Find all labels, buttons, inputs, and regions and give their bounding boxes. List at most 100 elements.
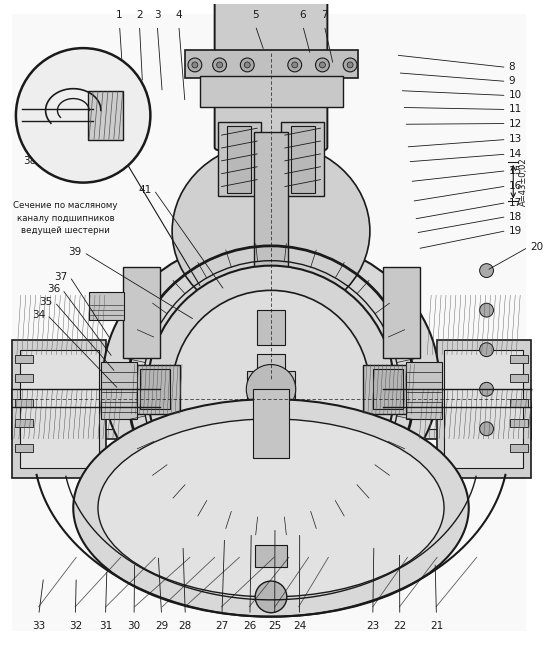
FancyBboxPatch shape xyxy=(12,340,106,478)
FancyBboxPatch shape xyxy=(510,444,528,452)
FancyBboxPatch shape xyxy=(15,419,33,427)
Circle shape xyxy=(255,581,287,613)
Text: 34: 34 xyxy=(32,310,45,320)
Circle shape xyxy=(480,264,493,277)
FancyBboxPatch shape xyxy=(15,444,33,452)
Circle shape xyxy=(288,58,301,72)
Text: 7: 7 xyxy=(321,10,328,19)
FancyBboxPatch shape xyxy=(254,132,288,330)
FancyBboxPatch shape xyxy=(227,126,251,194)
Text: 32: 32 xyxy=(69,621,82,631)
Text: 37: 37 xyxy=(54,272,68,282)
FancyBboxPatch shape xyxy=(217,123,261,197)
Circle shape xyxy=(343,58,357,72)
Text: 12: 12 xyxy=(508,119,522,128)
FancyBboxPatch shape xyxy=(247,372,295,407)
Text: 38: 38 xyxy=(23,155,37,166)
FancyBboxPatch shape xyxy=(363,364,413,414)
FancyBboxPatch shape xyxy=(141,370,170,409)
FancyBboxPatch shape xyxy=(281,123,324,197)
Text: 24: 24 xyxy=(293,621,306,631)
FancyBboxPatch shape xyxy=(257,310,285,344)
FancyBboxPatch shape xyxy=(291,126,314,194)
FancyBboxPatch shape xyxy=(15,399,33,407)
Text: 13: 13 xyxy=(508,134,522,144)
FancyBboxPatch shape xyxy=(123,266,160,357)
FancyBboxPatch shape xyxy=(12,389,120,439)
Text: 2: 2 xyxy=(136,10,143,19)
Text: 26: 26 xyxy=(243,621,257,631)
FancyBboxPatch shape xyxy=(510,355,528,362)
Text: 5: 5 xyxy=(252,10,259,19)
Text: 21: 21 xyxy=(430,621,443,631)
FancyBboxPatch shape xyxy=(215,0,328,150)
Circle shape xyxy=(192,62,198,68)
Text: 33: 33 xyxy=(32,621,45,631)
FancyBboxPatch shape xyxy=(373,370,403,409)
Text: 11: 11 xyxy=(508,104,522,115)
Circle shape xyxy=(480,382,493,396)
FancyBboxPatch shape xyxy=(444,350,523,468)
FancyBboxPatch shape xyxy=(88,91,123,140)
FancyBboxPatch shape xyxy=(422,399,526,429)
Text: 3: 3 xyxy=(154,10,161,19)
Text: 9: 9 xyxy=(508,76,515,86)
Ellipse shape xyxy=(73,399,469,617)
FancyBboxPatch shape xyxy=(510,419,528,427)
FancyBboxPatch shape xyxy=(20,350,99,468)
FancyBboxPatch shape xyxy=(407,362,442,419)
Text: 20: 20 xyxy=(530,243,543,252)
Text: 6: 6 xyxy=(299,10,306,19)
Text: 35: 35 xyxy=(39,297,53,307)
Text: 8: 8 xyxy=(508,63,515,72)
FancyBboxPatch shape xyxy=(257,353,285,429)
Text: 36: 36 xyxy=(47,284,60,294)
FancyBboxPatch shape xyxy=(383,266,420,357)
Circle shape xyxy=(480,422,493,436)
Text: 16: 16 xyxy=(508,181,522,191)
Circle shape xyxy=(292,62,298,68)
Circle shape xyxy=(213,58,227,72)
Text: 17: 17 xyxy=(508,197,522,208)
Circle shape xyxy=(240,58,254,72)
Text: 27: 27 xyxy=(215,621,228,631)
Circle shape xyxy=(244,62,250,68)
FancyBboxPatch shape xyxy=(255,546,287,567)
FancyBboxPatch shape xyxy=(417,389,531,439)
FancyBboxPatch shape xyxy=(101,362,137,419)
Circle shape xyxy=(172,290,370,488)
FancyBboxPatch shape xyxy=(12,14,526,631)
Text: Сечение по масляному
каналу подшипников
ведущей шестерни: Сечение по масляному каналу подшипников … xyxy=(14,201,118,235)
Circle shape xyxy=(246,364,296,414)
FancyBboxPatch shape xyxy=(131,364,180,414)
Circle shape xyxy=(216,62,222,68)
Text: 31: 31 xyxy=(99,621,112,631)
Ellipse shape xyxy=(98,419,444,597)
FancyBboxPatch shape xyxy=(15,374,33,382)
FancyBboxPatch shape xyxy=(17,399,116,429)
Text: 23: 23 xyxy=(366,621,379,631)
Text: 18: 18 xyxy=(508,212,522,222)
Text: 10: 10 xyxy=(508,90,522,101)
Circle shape xyxy=(480,342,493,357)
Circle shape xyxy=(347,62,353,68)
Text: 15: 15 xyxy=(508,166,522,175)
Circle shape xyxy=(147,266,395,513)
Text: 30: 30 xyxy=(128,621,141,631)
Text: 19: 19 xyxy=(508,226,522,235)
Circle shape xyxy=(316,58,329,72)
Text: 41: 41 xyxy=(138,185,152,195)
Text: 40: 40 xyxy=(97,155,110,166)
FancyBboxPatch shape xyxy=(185,50,358,78)
FancyBboxPatch shape xyxy=(200,76,343,108)
Text: A=43±0,02: A=43±0,02 xyxy=(519,157,528,206)
Text: 28: 28 xyxy=(179,621,192,631)
FancyBboxPatch shape xyxy=(89,292,124,320)
FancyBboxPatch shape xyxy=(253,389,289,459)
Text: 25: 25 xyxy=(268,621,281,631)
FancyBboxPatch shape xyxy=(437,340,531,478)
Text: 1: 1 xyxy=(116,10,123,19)
Text: 22: 22 xyxy=(393,621,407,631)
Text: 29: 29 xyxy=(155,621,168,631)
Text: 14: 14 xyxy=(508,149,522,159)
